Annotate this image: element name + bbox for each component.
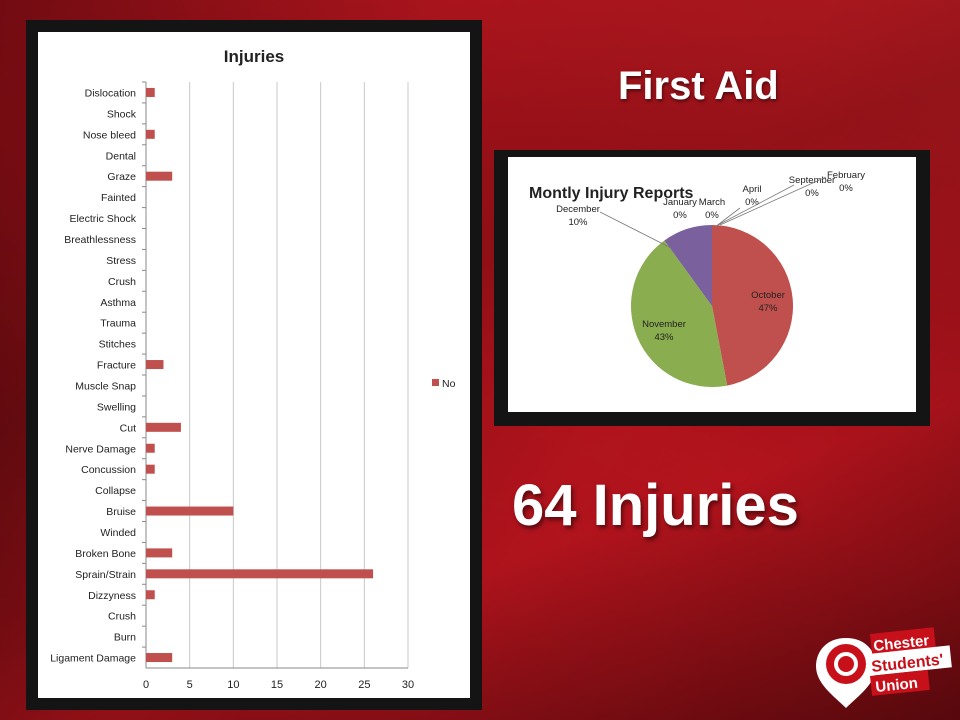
bar — [146, 129, 155, 139]
injury-total-label: 64 Injuries — [512, 473, 799, 538]
category-label: Stitches — [99, 339, 136, 351]
bar — [146, 653, 173, 663]
slice-label: September — [789, 175, 835, 186]
slice-label: January — [663, 197, 697, 208]
category-label: Concussion — [81, 464, 136, 476]
bar — [146, 569, 374, 579]
x-tick-label: 5 — [187, 679, 193, 691]
category-label: Asthma — [100, 297, 136, 309]
bar-chart-title: Injuries — [224, 47, 284, 66]
slice-label: February — [827, 170, 865, 181]
category-label: Nerve Damage — [65, 443, 136, 455]
bar — [146, 443, 155, 453]
category-label: Collapse — [95, 485, 136, 497]
bar — [146, 360, 164, 370]
category-label: Shock — [107, 108, 137, 120]
bar — [146, 87, 155, 97]
category-label: Sprain/Strain — [75, 569, 136, 581]
slide-title: First Aid — [618, 64, 779, 108]
category-label: Swelling — [97, 401, 136, 413]
category-label: Burn — [114, 632, 136, 644]
legend-swatch — [432, 379, 439, 386]
x-tick-label: 10 — [227, 679, 239, 691]
category-label: Breathlessness — [64, 234, 136, 246]
category-label: Trauma — [100, 318, 136, 330]
category-label: Broken Bone — [75, 548, 136, 560]
category-label: Dislocation — [85, 87, 137, 99]
bar — [146, 506, 234, 516]
chester-students-union-logo: Chester Students' Union — [812, 626, 952, 710]
slice-percent-label: 0% — [839, 183, 853, 194]
category-label: Ligament Damage — [50, 653, 136, 665]
x-tick-label: 15 — [271, 679, 283, 691]
bar — [146, 590, 155, 600]
pie-slice — [631, 240, 728, 387]
logo-svg: Chester Students' Union — [816, 627, 952, 708]
x-tick-label: 25 — [358, 679, 370, 691]
slice-percent-label: 47% — [758, 303, 778, 314]
category-label: Cut — [120, 422, 136, 434]
x-tick-label: 0 — [143, 679, 149, 691]
slice-label: April — [742, 184, 761, 195]
slice-label: December — [556, 204, 600, 215]
bar — [146, 548, 173, 558]
category-label: Nose bleed — [83, 129, 136, 141]
legend-label: No — [442, 378, 456, 390]
leader-line — [719, 176, 827, 226]
bar — [146, 464, 155, 474]
leader-line — [714, 207, 741, 228]
category-label: Fracture — [97, 360, 136, 372]
injuries-bar-chart-svg: Injuries 0 5 10 15 20 25 30 Dislocation Shock Nos… — [50, 47, 456, 691]
pie-slice — [664, 225, 712, 306]
category-label: Fainted — [101, 192, 136, 204]
leader-line — [599, 211, 672, 249]
category-label: Crush — [108, 611, 136, 623]
category-label: Crush — [108, 276, 136, 288]
slice-label: November — [642, 319, 686, 330]
bar — [146, 422, 181, 432]
slice-percent-label: 0% — [673, 210, 687, 221]
bar — [146, 171, 173, 181]
category-label: Stress — [106, 255, 136, 267]
slice-label: March — [699, 197, 725, 208]
slice-percent-label: 43% — [654, 332, 674, 343]
category-label: Electric Shock — [69, 213, 136, 225]
slice-percent-label: 0% — [805, 188, 819, 199]
slice-label: October — [751, 290, 785, 301]
category-label: Muscle Snap — [75, 380, 136, 392]
category-label: Bruise — [106, 506, 136, 518]
leader-line — [717, 184, 795, 226]
category-label: Graze — [107, 171, 136, 183]
slice-percent-label: 10% — [568, 217, 588, 228]
category-label: Dental — [106, 150, 136, 162]
category-label: Winded — [100, 527, 136, 539]
monthly-injury-pie-svg: Montly Injury Reports October 47% November… — [529, 170, 865, 387]
monthly-injury-pie-chart: Montly Injury Reports October 47% November… — [508, 157, 916, 412]
slice-percent-label: 0% — [745, 197, 759, 208]
logo-line-3: Union — [875, 675, 919, 696]
category-label: Dizzyness — [88, 590, 136, 602]
injuries-bar-chart: Injuries 0 5 10 15 20 25 30 Dislocation Shock Nos… — [38, 32, 470, 698]
x-tick-label: 20 — [315, 679, 327, 691]
x-tick-label: 30 — [402, 679, 414, 691]
pie-chart-title: Montly Injury Reports — [529, 185, 694, 202]
slice-percent-label: 0% — [705, 210, 719, 221]
pie-slice — [712, 225, 793, 386]
